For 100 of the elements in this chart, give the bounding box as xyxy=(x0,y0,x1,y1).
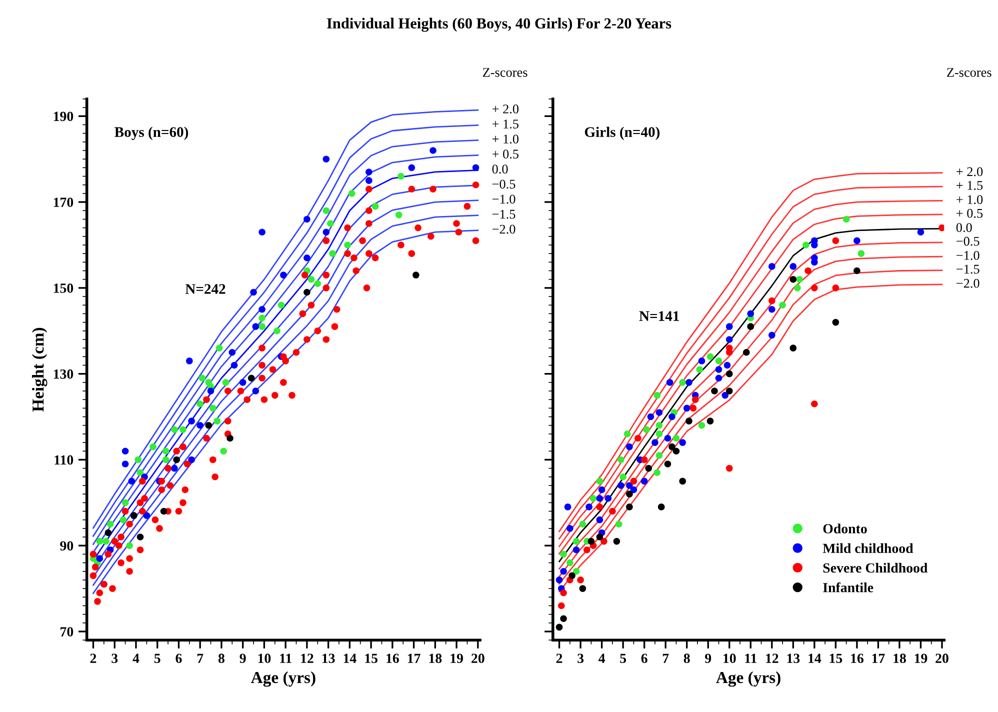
x-tick-label: 17 xyxy=(408,654,420,663)
point xyxy=(609,508,616,515)
point xyxy=(854,237,860,244)
point xyxy=(715,366,722,373)
point xyxy=(210,404,216,412)
legend-label: Severe Childhood xyxy=(823,562,928,573)
point xyxy=(173,456,180,464)
x-tick-label: 13 xyxy=(322,654,335,664)
x-tick-label: 8 xyxy=(684,654,690,664)
point xyxy=(596,516,604,524)
point xyxy=(226,434,234,442)
point xyxy=(590,494,597,502)
series-label: −2.0 xyxy=(492,224,516,234)
x-tick-label: 7 xyxy=(197,654,204,663)
point xyxy=(668,413,676,420)
point xyxy=(664,460,672,468)
point xyxy=(796,276,803,283)
x-tick-label: 18 xyxy=(429,654,442,664)
point xyxy=(672,434,680,442)
point xyxy=(180,426,186,434)
point xyxy=(395,212,402,218)
x-tick-label: 12 xyxy=(766,654,778,663)
y-tick-label: 130 xyxy=(54,369,74,379)
x-tick-label: 14 xyxy=(808,654,822,663)
point xyxy=(604,494,612,502)
point xyxy=(556,624,563,631)
series-label: −0.5 xyxy=(956,236,980,246)
point xyxy=(366,177,372,184)
series-label: + 2.0 xyxy=(956,167,983,176)
point xyxy=(568,572,576,580)
point xyxy=(122,460,129,468)
point xyxy=(205,422,212,429)
point xyxy=(560,550,567,558)
point xyxy=(104,529,112,536)
point xyxy=(722,392,729,399)
point xyxy=(188,456,195,464)
point xyxy=(711,388,718,394)
x-tick-label: 14 xyxy=(344,654,356,663)
point xyxy=(624,430,631,438)
point xyxy=(656,452,663,459)
point xyxy=(412,272,420,278)
x-tick-label: 6 xyxy=(176,654,182,664)
series-label: + 0.5 xyxy=(492,150,519,159)
x-axis-title: Age (yrs) xyxy=(716,671,780,687)
point xyxy=(314,280,322,288)
point xyxy=(790,276,797,283)
x-tick-label: 10 xyxy=(724,654,736,664)
point xyxy=(134,456,142,464)
point xyxy=(726,370,733,378)
x-tick-label: 15 xyxy=(365,654,378,664)
point xyxy=(634,434,642,442)
point xyxy=(143,512,150,519)
point xyxy=(626,490,633,498)
point xyxy=(658,504,665,510)
x-tick-label: 3 xyxy=(578,654,584,664)
point xyxy=(250,288,257,296)
series-label: + 0.5 xyxy=(956,208,983,218)
legend-label: Odonto xyxy=(823,524,867,534)
point xyxy=(196,400,204,408)
x-tick-label: 20 xyxy=(936,654,948,664)
point xyxy=(794,284,801,292)
x-tick-label: 16 xyxy=(851,654,864,664)
annotation: Boys (n=60) xyxy=(114,126,188,140)
point xyxy=(596,534,604,540)
point xyxy=(216,344,223,352)
point xyxy=(618,482,624,489)
point xyxy=(654,469,660,476)
point xyxy=(618,456,624,464)
point xyxy=(572,568,580,575)
point xyxy=(811,284,818,292)
series-label: −1.0 xyxy=(956,250,980,260)
point xyxy=(329,250,336,257)
point xyxy=(647,413,654,420)
x-tick-label: 10 xyxy=(258,654,271,664)
point xyxy=(472,164,480,172)
point xyxy=(747,310,754,318)
series-label: + 2.0 xyxy=(492,104,519,114)
point xyxy=(327,220,334,227)
x-tick-label: 7 xyxy=(662,654,669,663)
x-tick-label: 16 xyxy=(386,654,399,664)
x-tick-label: 15 xyxy=(830,654,842,664)
point xyxy=(239,379,246,386)
point xyxy=(690,404,697,412)
point xyxy=(162,456,170,464)
point xyxy=(564,504,572,510)
legend-title: Z-scores xyxy=(947,68,992,77)
point xyxy=(630,478,638,485)
y-axis-title: Height (cm) xyxy=(32,328,48,412)
point xyxy=(768,263,776,270)
point xyxy=(160,508,168,515)
series-label: −0.5 xyxy=(492,180,516,189)
point xyxy=(586,504,592,510)
x-tick-label: 6 xyxy=(641,654,648,664)
series-label: −1.0 xyxy=(492,194,516,204)
series-label: 0.0 xyxy=(956,223,972,232)
point xyxy=(832,318,840,326)
point xyxy=(726,388,733,394)
point xyxy=(408,164,416,172)
point xyxy=(666,379,674,386)
point xyxy=(398,172,404,180)
